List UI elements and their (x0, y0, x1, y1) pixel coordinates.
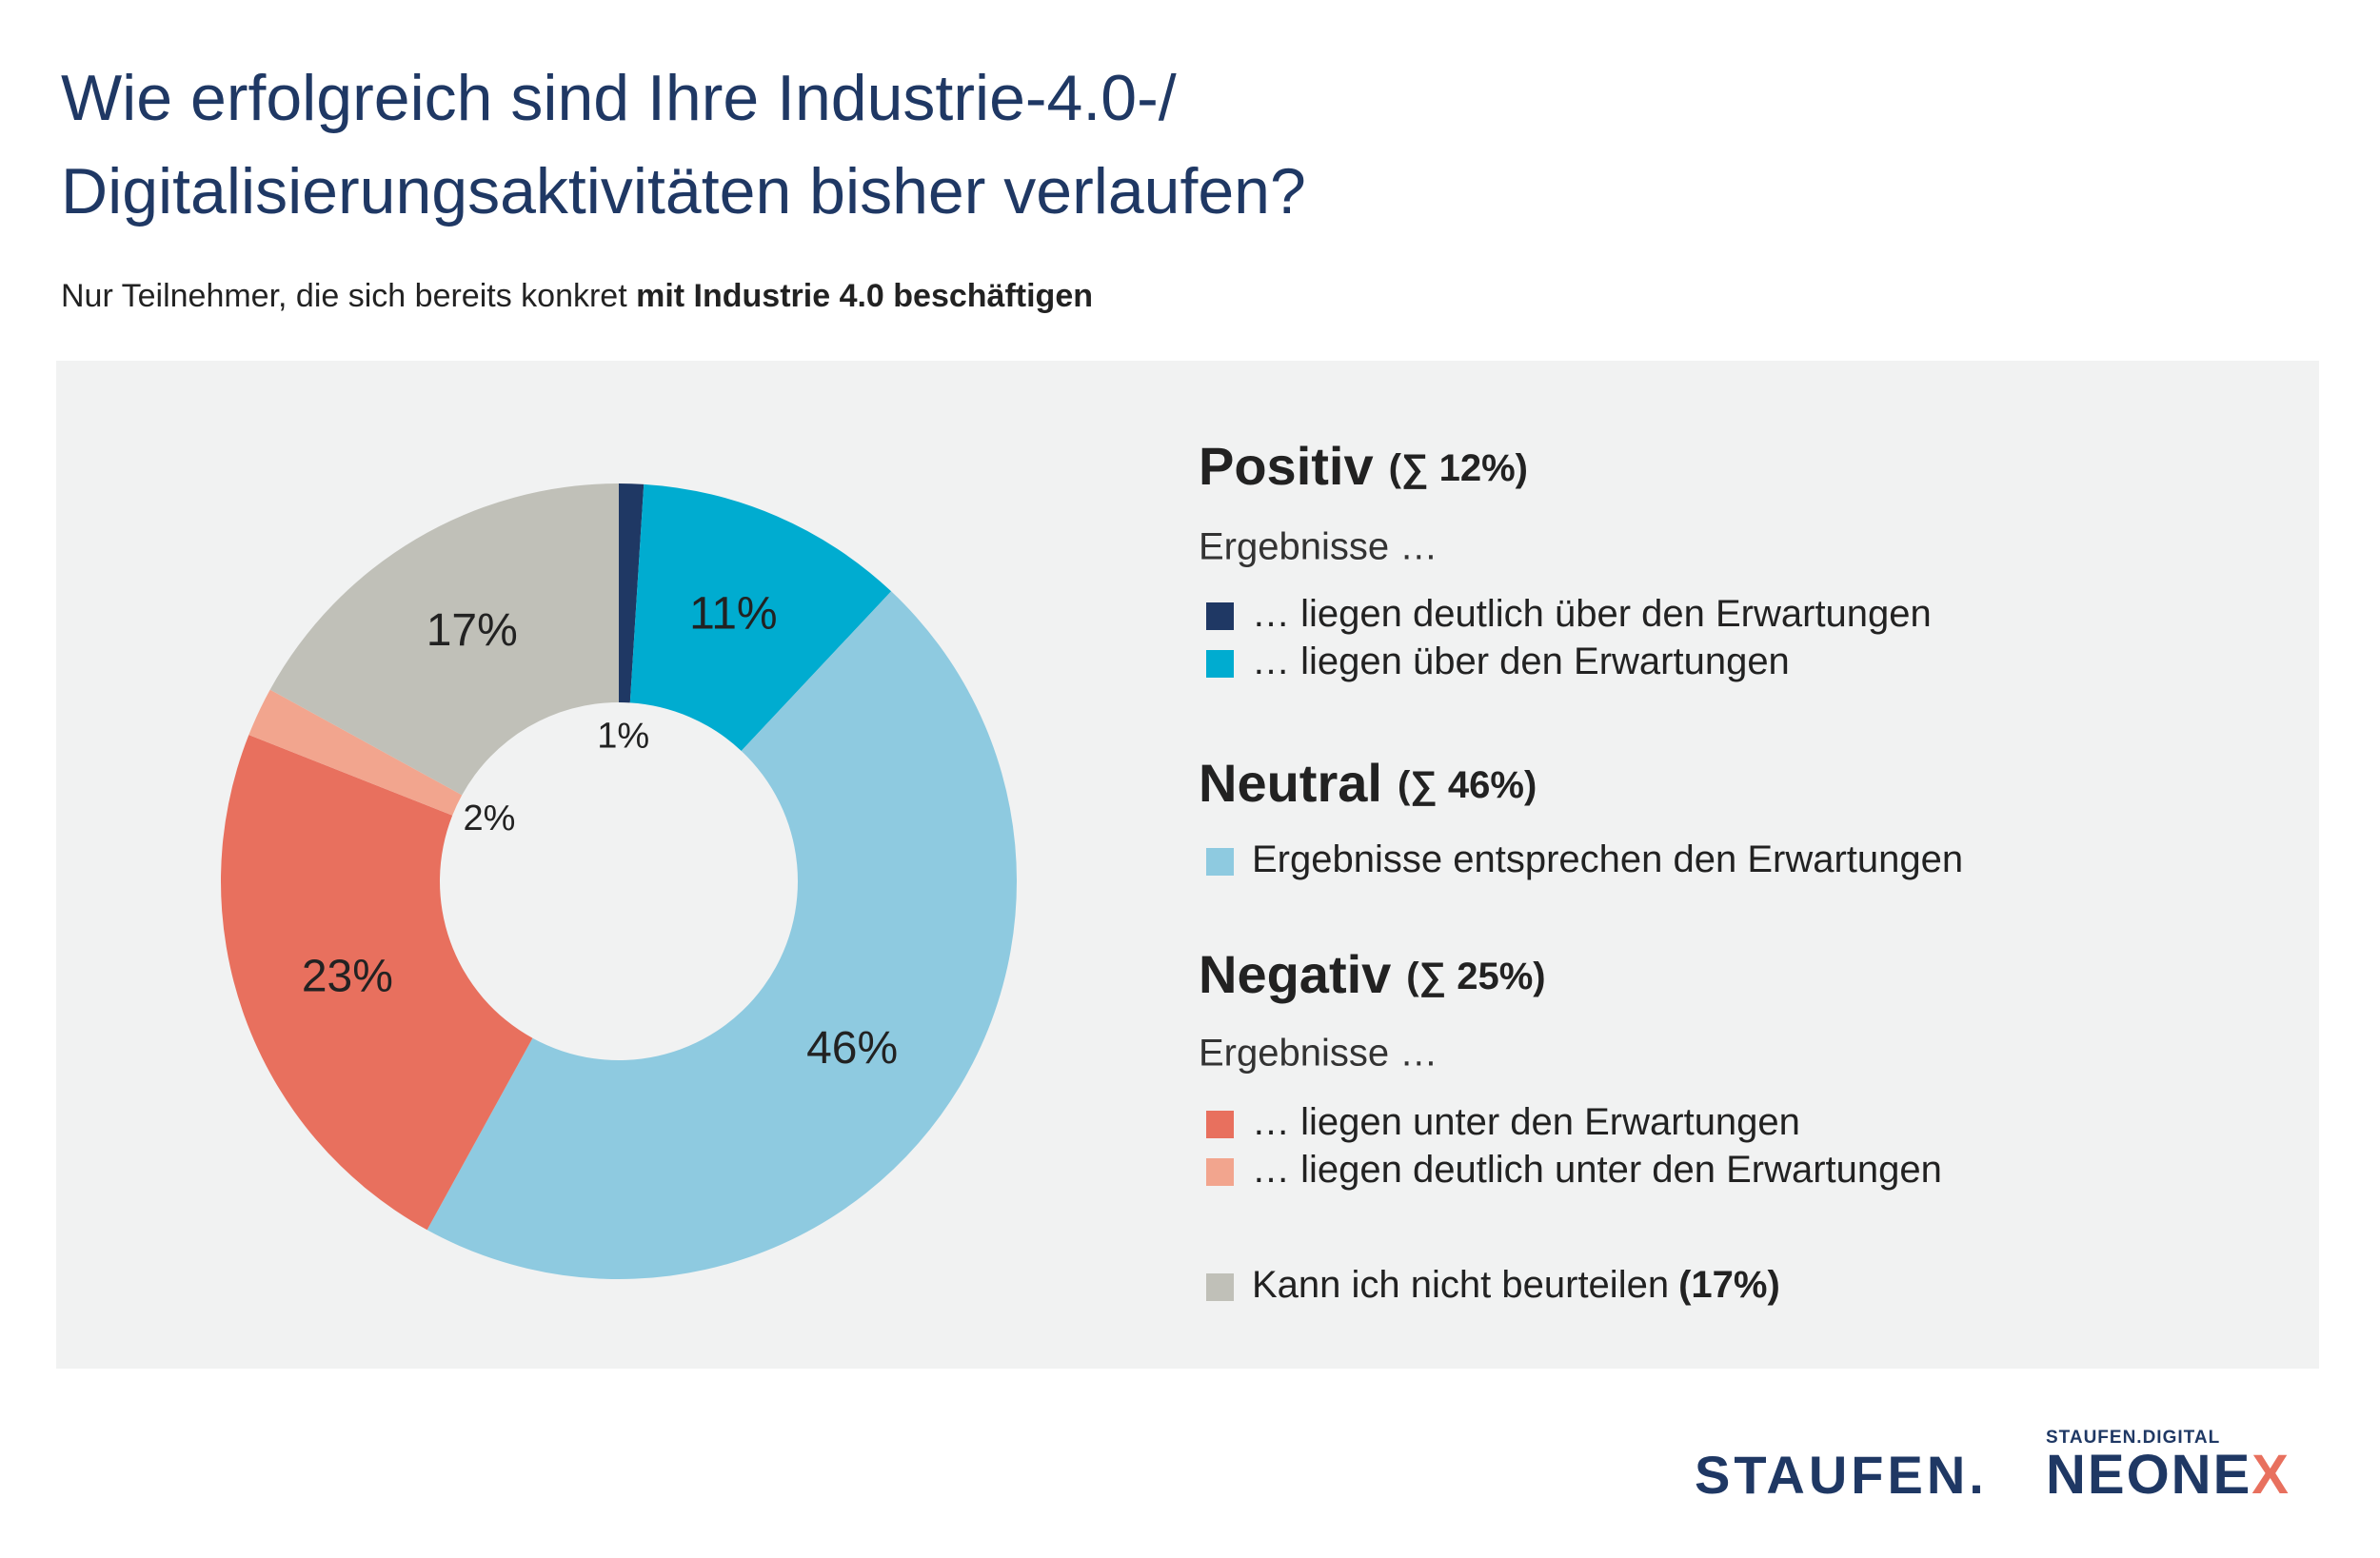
legend-name: Kann ich nicht beurteilen (1252, 1264, 1669, 1306)
legend-label: … liegen über den Erwartungen (1252, 641, 1790, 682)
legend-label: … liegen unter den Erwartungen (1252, 1101, 1800, 1143)
donut-segment (629, 483, 892, 751)
donut-segment (248, 689, 463, 816)
subtitle: Nur Teilnehmer, die sich bereits konkret… (61, 278, 1093, 314)
legend-label: Ergebnisse entsprechen den Erwartungen (1252, 838, 1963, 880)
legend-name: … liegen unter den Erwartungen (1252, 1101, 1800, 1143)
logo-part: NEONE (2046, 1444, 2251, 1506)
donut-segment (269, 483, 619, 796)
data-label: 11% (689, 589, 778, 640)
legend-swatch (1206, 1273, 1234, 1301)
data-label: 46% (806, 1023, 898, 1074)
legend-name: … liegen deutlich unter den Erwartungen (1252, 1149, 1942, 1191)
legend-label: … liegen deutlich über den Erwartungen (1252, 593, 1932, 635)
legend-note: Ergebnisse … (1199, 526, 1438, 568)
legend-swatch (1206, 602, 1234, 630)
legend-label: Kann ich nicht beurteilen (17%) (1252, 1264, 1780, 1306)
data-label: 23% (302, 951, 393, 1001)
title-line: Digitalisierungsaktivitäten bisher verla… (61, 155, 1306, 227)
title-line: Wie erfolgreich sind Ihre Industrie-4.0-… (61, 62, 1177, 134)
subtitle-part: Nur Teilnehmer, die sich bereits konkret (61, 278, 636, 314)
legend-sum: (17%) (1678, 1264, 1780, 1306)
logo-staufen: STAUFEN. (1695, 1445, 1988, 1505)
legend-group-title: Positiv (∑ 12%) (1199, 436, 1528, 496)
legend-swatch (1206, 1158, 1234, 1186)
donut-segment (426, 591, 1017, 1279)
legend-name: Ergebnisse entsprechen den Erwartungen (1252, 838, 1963, 880)
subtitle-bold: mit Industrie 4.0 beschäftigen (636, 278, 1093, 314)
legend-group-title: Negativ (∑ 25%) (1199, 944, 1546, 1004)
group-sum: (∑ 12%) (1389, 447, 1528, 489)
legend-swatch (1206, 848, 1234, 876)
legend-swatch (1206, 650, 1234, 678)
donut-segment (619, 483, 645, 703)
logo-neonex: NEONEX (2046, 1444, 2291, 1506)
group-name: Neutral (1199, 753, 1382, 813)
legend-group-title: Neutral (∑ 46%) (1199, 753, 1537, 813)
group-name: Positiv (1199, 436, 1374, 496)
legend-swatch (1206, 1111, 1234, 1138)
legend: Positiv (∑ 12%) Ergebnisse … Neutral (∑ 46%)… (1199, 436, 1963, 1306)
data-label: 2% (463, 799, 515, 838)
logo-tag: STAUFEN.DIGITAL (2046, 1428, 2220, 1448)
group-sum: (∑ 25%) (1406, 956, 1545, 997)
legend-label: … liegen deutlich unter den Erwartungen (1252, 1149, 1942, 1191)
legend-name: … liegen über den Erwartungen (1252, 641, 1790, 682)
data-label: 1% (597, 717, 649, 757)
donut-segment (221, 735, 533, 1231)
data-label: 17% (426, 605, 518, 656)
logo-part: X (2251, 1444, 2291, 1506)
legend-note: Ergebnisse … (1199, 1033, 1438, 1075)
group-name: Negativ (1199, 944, 1391, 1004)
group-sum: (∑ 46%) (1398, 764, 1537, 806)
legend-name: … liegen deutlich über den Erwartungen (1252, 593, 1932, 635)
